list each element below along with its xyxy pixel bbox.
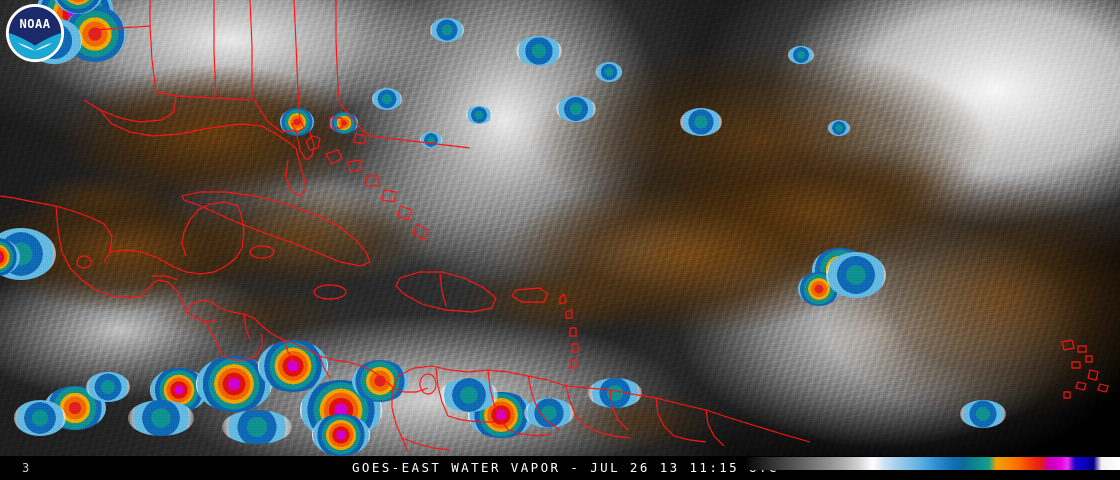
convective-cell <box>556 96 596 122</box>
noaa-logo-text: NOAA <box>19 17 50 31</box>
noaa-logo-bird <box>17 42 53 51</box>
convective-cell <box>52 0 104 14</box>
image-noise-layer <box>0 0 1120 456</box>
convective-cell <box>128 400 194 436</box>
convective-cell <box>312 414 370 456</box>
convective-cell <box>14 400 66 436</box>
convective-cell <box>826 252 886 298</box>
color-scale-ramp <box>745 457 1120 470</box>
convective-cell <box>372 88 402 110</box>
product-caption-label: GOES-EAST WATER VAPOR - JUL 26 13 11:15 … <box>352 460 779 475</box>
convective-cell <box>680 108 722 136</box>
frame-number-label: 3 <box>22 461 30 475</box>
noaa-logo: NOAA <box>5 3 65 63</box>
noaa-logo-wave <box>15 40 55 54</box>
color-scale-bar <box>745 457 1120 470</box>
convective-cell <box>222 410 292 444</box>
convective-cell <box>466 106 492 124</box>
convective-cell <box>788 46 814 64</box>
noaa-logo-water <box>8 33 62 60</box>
convective-cell <box>516 36 562 66</box>
satellite-image-canvas: NOAA <box>0 0 1120 456</box>
convective-cell <box>86 372 130 402</box>
convective-cell <box>430 18 464 42</box>
convective-cell <box>596 62 622 82</box>
convective-cell <box>0 238 20 276</box>
convective-cell <box>960 400 1006 428</box>
convective-cell <box>828 120 850 136</box>
